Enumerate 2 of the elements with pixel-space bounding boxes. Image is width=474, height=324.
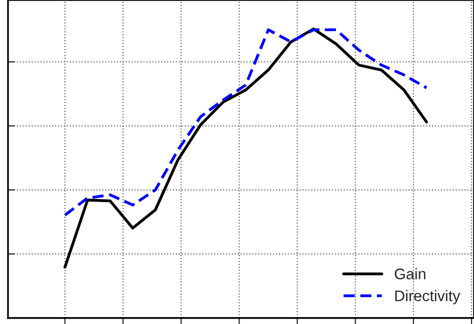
legend-label: Directivity <box>395 290 460 304</box>
legend-label: Gain <box>394 268 426 280</box>
